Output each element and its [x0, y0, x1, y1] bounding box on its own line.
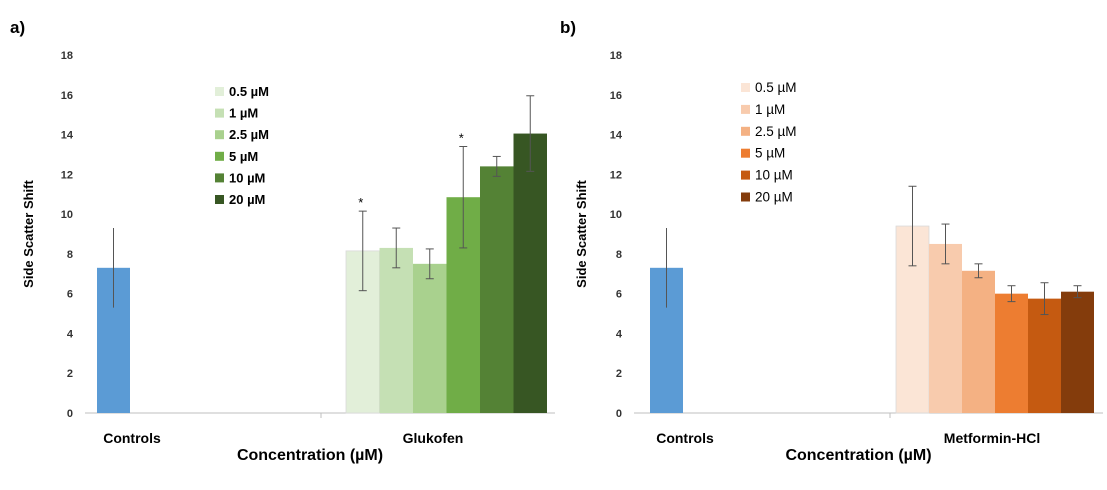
panel-b-bar-1M — [929, 243, 962, 413]
panel-b-y-tick-label: 18 — [610, 50, 622, 62]
panel-b-bar-20M — [1061, 291, 1094, 413]
panel-a-x-axis-title: Concentration (µM) — [237, 447, 383, 464]
panel-a-bar-10M — [480, 166, 514, 413]
panel-a-y-axis-title: Side Scatter Shift — [21, 180, 36, 288]
panel-a-category-label: Glukofen — [403, 430, 464, 446]
panel-b-legend-swatch — [741, 192, 750, 202]
panel-b-label: b) — [560, 18, 577, 37]
panel-b-category-label: Controls — [656, 430, 714, 446]
panel-b-category-label: Metformin-HCl — [944, 430, 1040, 446]
panel-b-legend-label: 2.5 µM — [755, 124, 797, 139]
panel-b-y-tick-label: 4 — [616, 328, 623, 340]
panel-a-bar-20M — [513, 133, 547, 414]
panel-b-legend-label: 20 µM — [755, 190, 793, 205]
panel-b-y-tick-label: 8 — [616, 249, 622, 261]
panel-a-legend-label: 0.5 µM — [229, 84, 269, 99]
panel-a-y-tick-label: 10 — [61, 209, 73, 221]
panel-a-legend-label: 20 µM — [229, 192, 265, 207]
panel-a-legend-swatch — [215, 108, 224, 118]
panel-a-category-label: Controls — [103, 430, 161, 446]
panel-a-legend-label: 10 µM — [229, 170, 265, 185]
panel-b-x-axis-title: Concentration (µM) — [785, 447, 931, 464]
panel-b-y-tick-label: 16 — [610, 90, 622, 102]
panel-a-bar-0_5M — [345, 250, 380, 414]
panel-a-y-tick-label: 4 — [67, 328, 74, 340]
panel-b-legend-swatch — [741, 148, 750, 158]
panel-a-legend-swatch — [215, 173, 224, 183]
panel-a-bar-1M — [379, 247, 413, 413]
panel-b-y-tick-label: 14 — [610, 130, 623, 142]
panel-b-legend-label: 0.5 µM — [755, 80, 797, 95]
panel-a-y-tick-label: 16 — [61, 90, 73, 102]
panel-b-bar-5M — [995, 293, 1028, 413]
panel-b-legend-label: 5 µM — [755, 146, 785, 161]
panel-b-y-tick-label: 2 — [616, 368, 622, 380]
panel-a-legend-label: 2.5 µM — [229, 127, 269, 142]
panel-a-y-tick-label: 6 — [67, 289, 73, 301]
panel-a-legend-label: 1 µM — [229, 106, 258, 121]
panel-a-y-tick-label: 8 — [67, 249, 73, 261]
panel-a-y-tick-label: 0 — [67, 408, 73, 420]
panel-a-legend-swatch — [215, 130, 224, 140]
panel-b-y-tick-label: 12 — [610, 169, 622, 181]
panel-b-legend-swatch — [741, 104, 750, 114]
panel-b-y-axis-title: Side Scatter Shift — [574, 180, 589, 288]
panel-a-significance-mark: * — [358, 195, 363, 210]
panel-b-y-tick-label: 6 — [616, 289, 622, 301]
panel-b-bar-10M — [1028, 298, 1061, 413]
panel-b-bar-2_5M — [962, 270, 995, 413]
panel-a-y-tick-label: 18 — [61, 50, 73, 62]
panel-a-bar-2_5M — [413, 263, 447, 413]
panel-b-legend-swatch — [741, 83, 750, 92]
panel-b-legend-label: 10 µM — [755, 168, 793, 183]
panel-a-y-tick-label: 12 — [61, 169, 73, 181]
panel-b-y-tick-label: 10 — [610, 209, 622, 221]
panel-b-legend-label: 1 µM — [755, 102, 785, 117]
panel-a-y-tick-label: 14 — [61, 130, 74, 142]
panel-a-legend-swatch — [215, 151, 224, 161]
panel-a-legend-label: 5 µM — [229, 149, 258, 164]
panel-b-legend-swatch — [741, 170, 750, 180]
panel-a-legend-swatch — [215, 195, 224, 204]
panel-a-label: a) — [10, 18, 26, 37]
panel-b-legend-swatch — [741, 126, 750, 136]
panel-a-legend-swatch — [215, 87, 224, 96]
panel-a-y-tick-label: 2 — [67, 368, 73, 380]
panel-b-y-tick-label: 0 — [616, 408, 622, 420]
panel-a-significance-mark: * — [459, 130, 464, 145]
